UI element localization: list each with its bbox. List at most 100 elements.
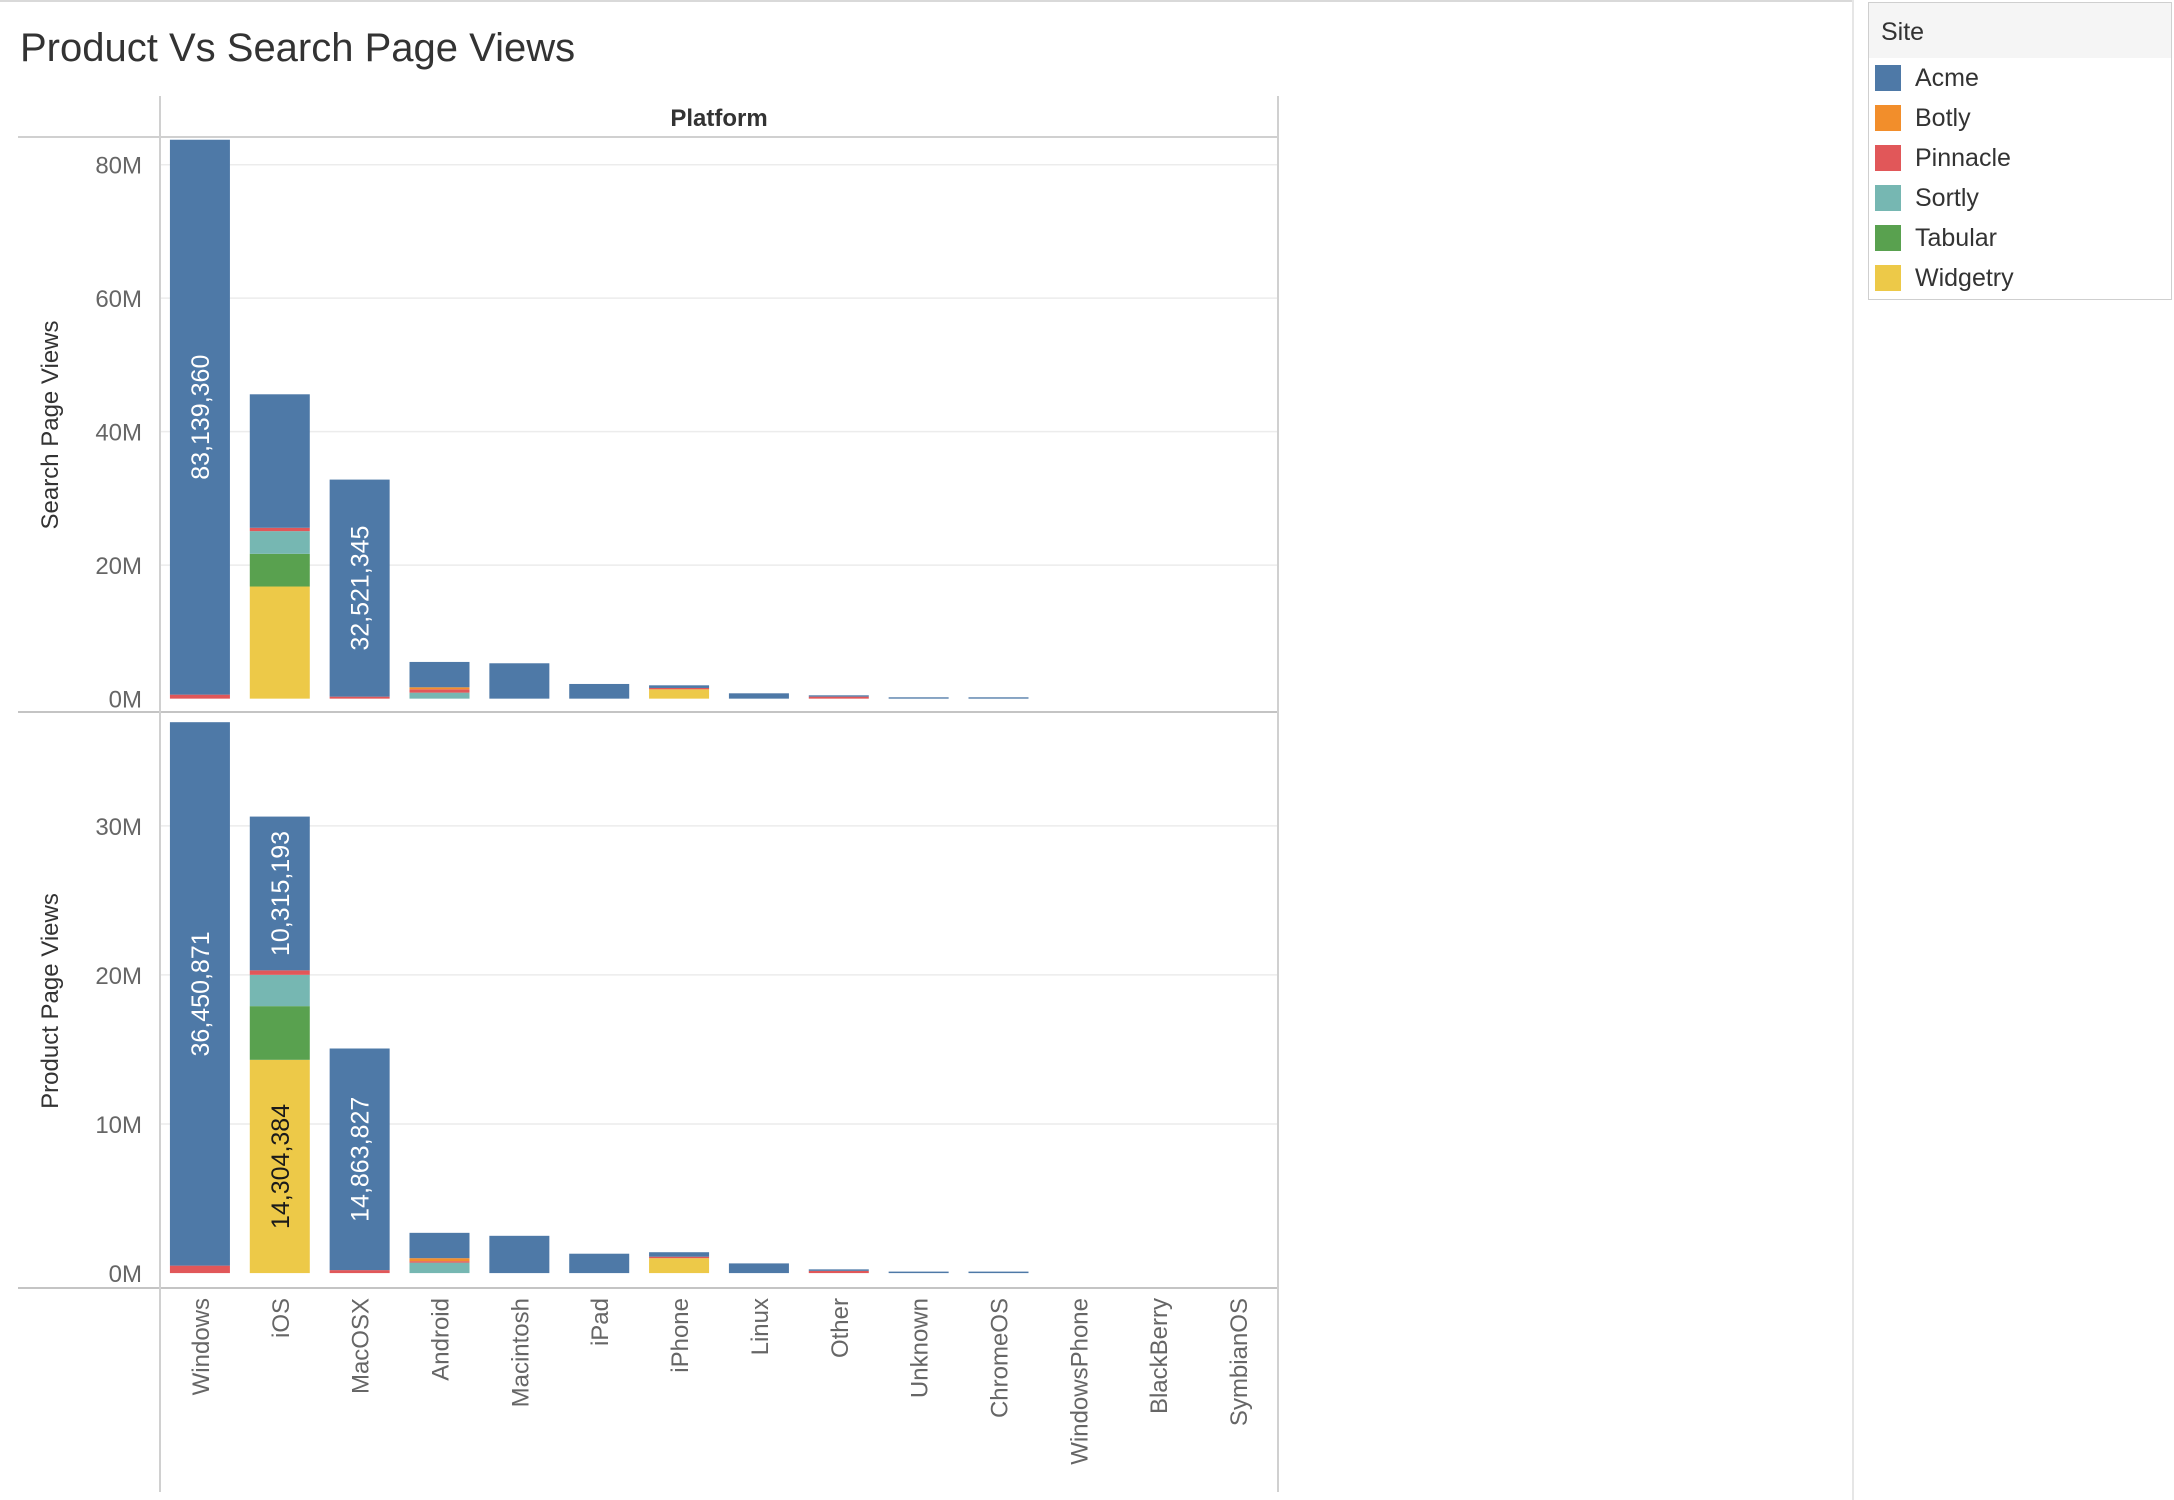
legend-label: Tabular	[1915, 223, 1997, 252]
bar-segment	[329, 1270, 390, 1274]
x-category-label: iPhone	[667, 1298, 694, 1373]
legend: Site Acme Botly Pinnacle Sortly Tabular Widge…	[1868, 2, 2172, 300]
x-category-label: WindowsPhone	[1066, 1298, 1093, 1465]
legend-swatch	[1875, 65, 1901, 91]
legend-swatch	[1875, 225, 1901, 251]
bar-segment	[649, 689, 710, 699]
x-category-label: ChromeOS	[987, 1298, 1014, 1418]
legend-swatch	[1875, 185, 1901, 211]
x-category-label: Android	[428, 1298, 455, 1381]
bar-segment	[249, 527, 310, 532]
legend-swatch	[1875, 265, 1901, 291]
data-label: 83,139,360	[187, 355, 215, 480]
bar-segment	[728, 693, 789, 699]
x-category-label: Linux	[747, 1298, 774, 1355]
bar-segment	[649, 685, 710, 688]
bar-segment	[249, 1006, 310, 1060]
bar-segment	[409, 1232, 470, 1259]
bar-segment	[169, 139, 230, 695]
data-label: 10,315,193	[267, 831, 295, 956]
bar-segment	[329, 696, 390, 699]
legend-label: Sortly	[1915, 183, 1979, 212]
bar-segment	[489, 1235, 550, 1274]
bar-segment	[649, 1258, 710, 1274]
y-tick-label: 20M	[95, 553, 142, 580]
bar-segment	[728, 1263, 789, 1274]
legend-items: Acme Botly Pinnacle Sortly Tabular Widgetry	[1869, 58, 2171, 298]
bar-segment	[649, 687, 710, 690]
bar-segment	[249, 974, 310, 1007]
bar-segment	[169, 1265, 230, 1274]
legend-label: Botly	[1915, 103, 1971, 132]
y-tick-label: 30M	[95, 814, 142, 841]
bar-segment	[888, 697, 949, 699]
bar-segment	[409, 661, 470, 688]
x-category-label: Unknown	[907, 1298, 934, 1398]
bar-segment	[249, 394, 310, 528]
x-category-label: iPad	[587, 1298, 614, 1346]
bar-segment	[649, 1252, 710, 1257]
bar-segment	[808, 695, 869, 697]
chart-area: Platform 0M 20M 40M 60M 80M 83,139,360 32,521,3…	[18, 96, 1279, 1492]
bar-segment	[808, 1270, 869, 1274]
data-label: 36,450,871	[187, 931, 215, 1056]
x-category-label: MacOSX	[348, 1298, 375, 1394]
bar-segment	[169, 694, 230, 699]
legend-item[interactable]: Pinnacle	[1869, 138, 2171, 178]
legend-item[interactable]: Acme	[1869, 58, 2171, 98]
bar-segment	[249, 553, 310, 587]
bar-segment	[249, 816, 310, 971]
x-category-label: Macintosh	[507, 1298, 534, 1407]
bar-segment	[409, 1261, 470, 1263]
x-category-label: BlackBerry	[1146, 1298, 1173, 1414]
legend-swatch	[1875, 105, 1901, 131]
bar-segment	[409, 687, 470, 690]
data-label: 14,304,384	[267, 1104, 295, 1229]
bar-segment	[808, 1269, 869, 1271]
bar-segment	[569, 683, 630, 699]
bar-segment	[249, 1059, 310, 1274]
x-category-label: Windows	[188, 1298, 215, 1395]
legend-label: Pinnacle	[1915, 143, 2011, 172]
y-tick-label: 40M	[95, 420, 142, 447]
bar-segment	[329, 479, 390, 697]
bar-segment	[489, 663, 550, 699]
bar-segment	[169, 722, 230, 1266]
bar-segment	[569, 1253, 630, 1274]
x-category-label: SymbianOS	[1226, 1298, 1253, 1426]
bar-segment	[409, 1262, 470, 1274]
y-tick-label: 60M	[95, 286, 142, 313]
bar-segment	[649, 1256, 710, 1259]
legend-title: Site	[1869, 3, 2171, 58]
legend-swatch	[1875, 145, 1901, 171]
legend-separator	[1852, 0, 1854, 1500]
y-axis-title: Product Page Views	[37, 893, 64, 1109]
y-tick-label: 80M	[95, 153, 142, 180]
legend-item[interactable]: Sortly	[1869, 178, 2171, 218]
bar-segment	[249, 586, 310, 699]
column-header: Platform	[670, 105, 767, 132]
bar-segment	[968, 697, 1029, 699]
top-border	[0, 0, 1852, 2]
bar-segment	[409, 1258, 470, 1262]
x-category-label: iOS	[268, 1298, 295, 1338]
bar-segment	[249, 970, 310, 975]
legend-item[interactable]: Widgetry	[1869, 258, 2171, 298]
y-tick-label: 20M	[95, 963, 142, 990]
data-label: 14,863,827	[347, 1097, 375, 1222]
data-label: 32,521,345	[347, 526, 375, 651]
y-tick-label: 0M	[109, 687, 142, 714]
y-axis-title: Search Page Views	[37, 320, 64, 529]
y-tick-label: 10M	[95, 1112, 142, 1139]
bar-segment	[329, 1048, 390, 1271]
bar-segment	[808, 696, 869, 699]
legend-label: Acme	[1915, 63, 1979, 92]
bar-segment	[409, 692, 470, 699]
page-title: Product Vs Search Page Views	[20, 26, 576, 70]
y-tick-label: 0M	[109, 1261, 142, 1288]
legend-item[interactable]: Tabular	[1869, 218, 2171, 258]
legend-item[interactable]: Botly	[1869, 98, 2171, 138]
bar-segment	[888, 1271, 949, 1274]
x-category-label: Other	[827, 1298, 854, 1358]
bar-segment	[409, 689, 470, 693]
